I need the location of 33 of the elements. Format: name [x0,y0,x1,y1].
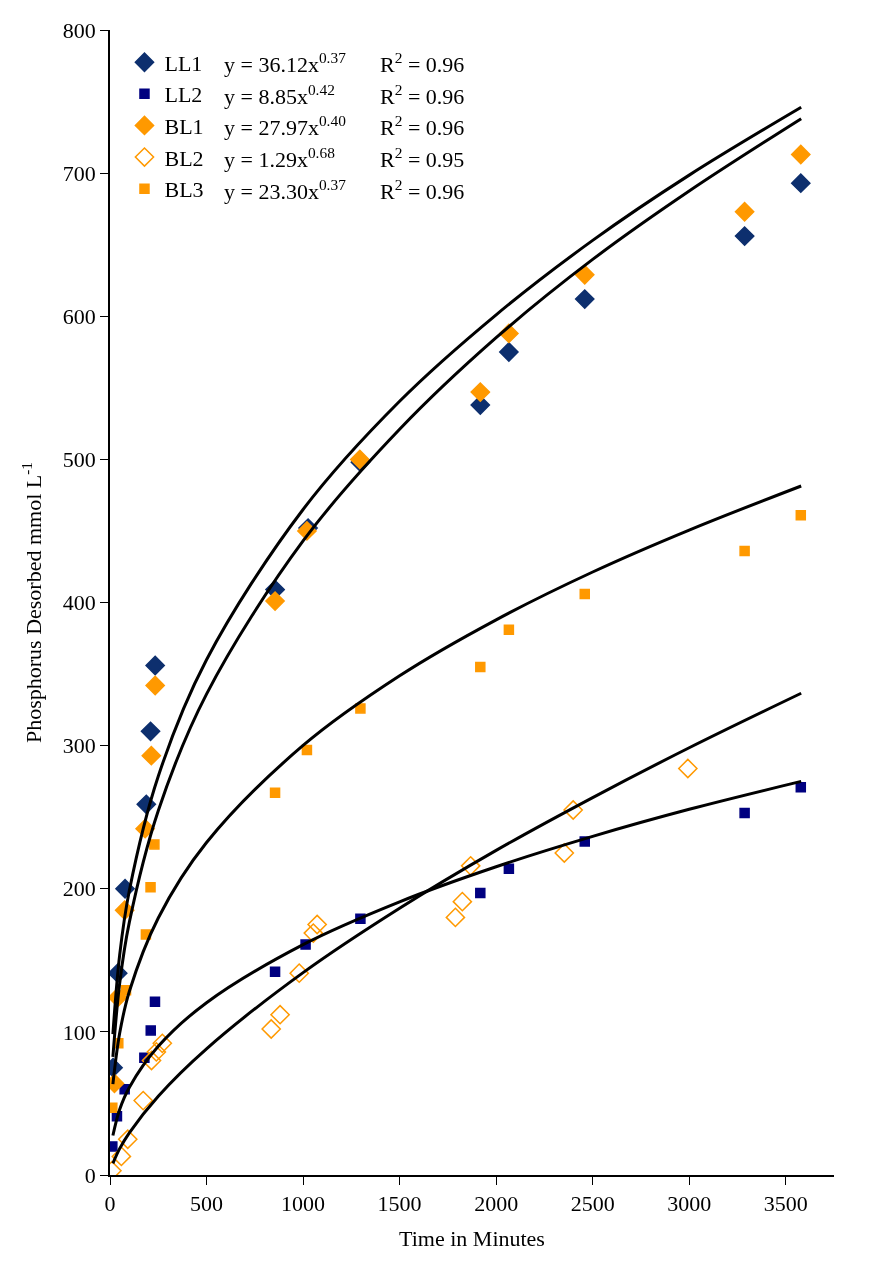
annotation: y = 8.85x$^{0.42}$ [224,81,335,110]
x-tick-label: 3500 [763,1191,808,1217]
x-tick-label: 1000 [281,1191,326,1217]
x-tick-label: 2000 [474,1191,519,1217]
y-tick-label: 600 [62,303,96,329]
y-tick-label: 100 [62,1019,96,1045]
x-tick-label: 500 [190,1191,224,1217]
y-tick-label: 500 [62,447,96,473]
annotation: R$^{2}$ = 0.96 [380,176,465,205]
annotation: R$^{2}$ = 0.96 [380,81,465,110]
x-tick-label: 2500 [570,1191,615,1217]
annotation: y = 36.12x$^{0.37}$ [224,49,347,78]
legend-label: BL1 [164,114,204,140]
x-tick-label: 0 [104,1191,116,1217]
legend-label: BL2 [164,145,204,171]
y-tick-label: 300 [62,733,96,759]
annotation: y = 23.30x$^{0.37}$ [224,176,347,205]
y-tick-label: 700 [62,160,96,186]
annotation: y = 27.97x$^{0.40}$ [224,112,347,141]
y-tick-label: 0 [84,1162,96,1188]
legend-label: LL1 [164,50,203,76]
legend-label: LL2 [164,82,203,108]
annotation: R$^{2}$ = 0.96 [380,49,465,78]
annotation: R$^{2}$ = 0.95 [380,144,465,173]
annotation: R$^{2}$ = 0.96 [380,112,465,141]
annotation: y = 1.29x$^{0.68}$ [224,144,336,173]
x-tick-label: 1500 [377,1191,422,1217]
y-tick-label: 400 [62,590,96,616]
y-tick-label: 200 [62,876,96,902]
x-axis-title: Time in Minutes [399,1225,545,1251]
legend-label: BL3 [164,177,204,203]
y-tick-label: 800 [62,17,96,43]
x-tick-label: 3000 [667,1191,712,1217]
